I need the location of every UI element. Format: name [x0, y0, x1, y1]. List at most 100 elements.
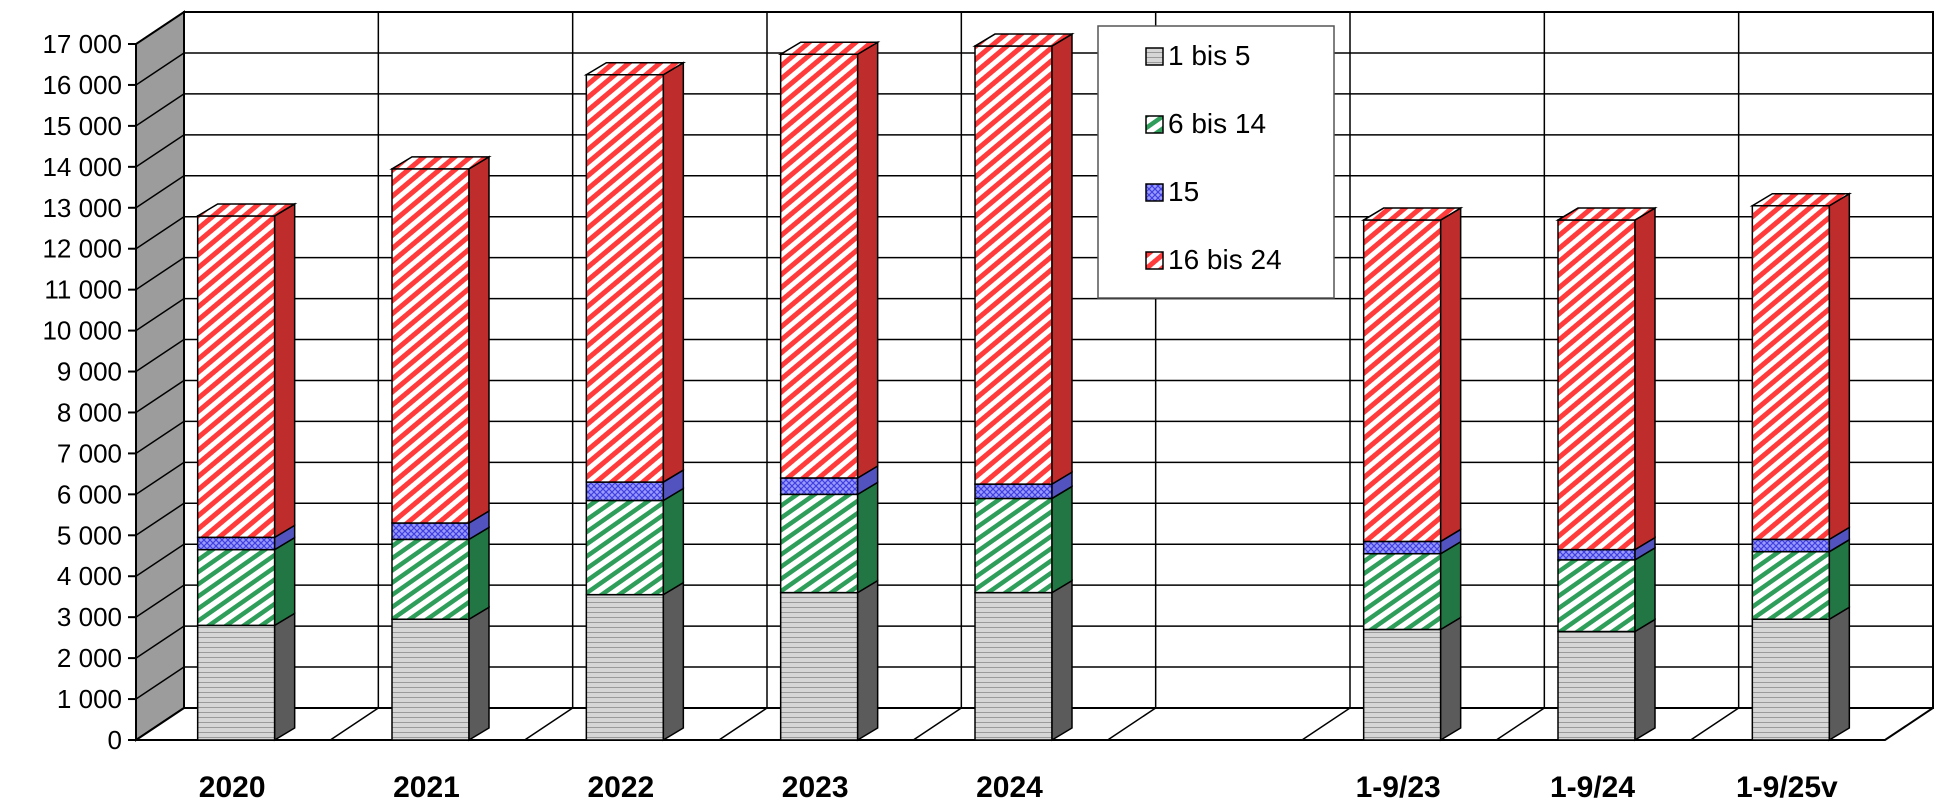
- bar-segment: [391, 618, 470, 741]
- bar-top: [1749, 192, 1853, 207]
- bar-segment: [196, 624, 276, 741]
- legend: 1 bis 5 6 bis 14 15 16 bis 24: [1097, 25, 1335, 299]
- bar-side-shade: [857, 580, 878, 740]
- bar-stack: [1360, 206, 1464, 742]
- y-tick-label: 4 000: [57, 561, 122, 591]
- bar-side-shade: [1829, 527, 1850, 552]
- floor-divider: [1301, 707, 1351, 741]
- bar-side-shade: [1635, 547, 1655, 632]
- legend-swatch: [1145, 115, 1164, 134]
- bar-side-shade: [274, 537, 295, 626]
- bar-side-shade: [857, 482, 878, 593]
- gridline-side: [135, 134, 185, 168]
- bar-segment: [1751, 204, 1831, 541]
- bar-top: [389, 156, 492, 170]
- bar-stack: [1555, 206, 1658, 742]
- bar-side-shade: [1829, 539, 1850, 620]
- bar-side-shade: [1635, 619, 1655, 740]
- legend-box: [1097, 25, 1335, 299]
- legend-label: 1 bis 5: [1168, 40, 1251, 71]
- floor-divider: [329, 707, 379, 741]
- y-tick-label: 2 000: [57, 643, 122, 673]
- bar-top: [777, 41, 881, 55]
- y-tick-label: 0: [108, 725, 122, 755]
- bar-stack: [194, 202, 298, 742]
- gridline-side: [135, 461, 185, 495]
- bar-segment: [585, 499, 665, 596]
- bar-side-shade: [1440, 617, 1461, 740]
- y-tick-label: 3 000: [57, 602, 122, 632]
- gridline-side: [135, 257, 185, 291]
- bar-segment: [1751, 550, 1831, 620]
- gridline-side: [135, 543, 185, 577]
- bar-side-shade: [1829, 607, 1850, 740]
- bar-side-shade: [1052, 472, 1072, 499]
- y-tick-label: 17 000: [42, 29, 122, 59]
- x-axis-labels: 2020 2021 2022 2023 2024 1-9/23 1-9/24 1-9/25v: [199, 771, 1838, 804]
- bar-side-shade: [857, 42, 878, 478]
- gridline-side: [135, 502, 185, 536]
- gridline-side: [135, 93, 185, 127]
- bar-segment: [779, 591, 859, 741]
- bar-segment: [1362, 552, 1442, 631]
- y-tick-label: 15 000: [42, 111, 122, 141]
- bar-segment: [974, 45, 1053, 485]
- x-tick-label: 2023: [782, 771, 849, 804]
- y-tick-label: 9 000: [57, 357, 122, 387]
- bar-stack: [583, 61, 687, 742]
- bar-stack: [389, 155, 492, 742]
- bar-segment: [1362, 540, 1442, 555]
- gridline-side: [135, 625, 185, 659]
- bar-top: [583, 61, 687, 76]
- bar-side-shade: [663, 582, 684, 740]
- gridline-side: [135, 420, 185, 455]
- bar-segment: [779, 53, 859, 479]
- legend-label: 15: [1168, 176, 1199, 207]
- bar-side-shade: [274, 613, 295, 740]
- x-tick-label: 2022: [587, 771, 654, 804]
- bar-side-shade: [663, 470, 684, 501]
- bar-side-shade: [1440, 208, 1461, 542]
- bar-segment: [974, 497, 1053, 594]
- bar-side-shade: [663, 488, 684, 595]
- bar-side-shade: [274, 203, 295, 538]
- y-tick-label: 6 000: [57, 479, 122, 509]
- bar-segment: [391, 538, 470, 620]
- floor-divider: [1495, 707, 1545, 741]
- x-tick-label: 2020: [199, 771, 266, 804]
- bar-side-shade: [469, 511, 489, 540]
- legend-swatch: [1145, 47, 1164, 66]
- gridline-side: [135, 338, 185, 373]
- legend-label: 16 bis 24: [1168, 244, 1282, 275]
- bar-segment: [974, 483, 1053, 500]
- bar-side-shade: [1829, 193, 1850, 540]
- bar-side-shade: [1052, 34, 1072, 485]
- y-axis: 0 1 000 2 000 3 000 4 000 5 000 6 000 7 000 8 00…: [42, 29, 137, 755]
- bar-side-shade: [469, 527, 489, 620]
- x-tick-label: 1-9/24: [1550, 771, 1635, 804]
- bar-segment: [585, 481, 665, 502]
- y-tick-label: 12 000: [42, 234, 122, 264]
- bar-stack: [777, 40, 881, 742]
- y-tick-label: 14 000: [42, 152, 122, 182]
- bar-segment: [1362, 628, 1442, 741]
- bar-segment: [1557, 559, 1636, 633]
- gridline-side: [135, 175, 185, 209]
- floor-divider: [912, 707, 962, 741]
- legend-label: 6 bis 14: [1168, 108, 1266, 139]
- x-tick-label: 1-9/25v: [1736, 771, 1838, 804]
- floor-divider: [1107, 707, 1157, 741]
- bar-segment: [196, 536, 276, 551]
- bar-side-shade: [663, 62, 684, 483]
- bar-segment: [779, 493, 859, 594]
- bar-top: [1555, 207, 1658, 221]
- bar-side-shade: [1635, 208, 1655, 550]
- bar-segment: [196, 215, 276, 539]
- bar-segment: [974, 591, 1053, 741]
- bar-segment: [585, 73, 665, 483]
- bar-top: [1360, 207, 1464, 221]
- bar-stack: [1749, 192, 1853, 742]
- y-tick-label: 10 000: [42, 316, 122, 346]
- bar-segment: [196, 548, 276, 627]
